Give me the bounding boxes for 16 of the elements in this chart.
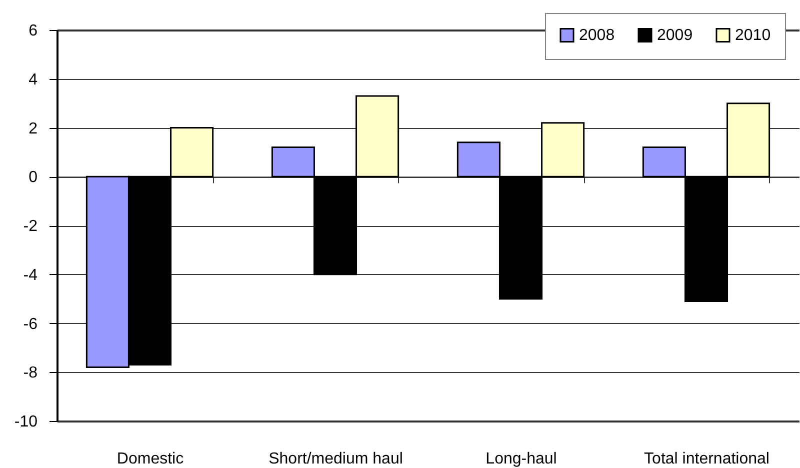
y-tick-label: 0 [28,169,38,186]
x-tick-label: Domestic [116,450,184,468]
legend-label: 2010 [735,27,771,44]
x-tick-label: Total international [644,450,770,468]
y-tick-label: -6 [23,316,38,333]
x-tick-label: Long-haul [486,450,557,468]
y-tick-label: -8 [23,364,38,382]
y-tick-label: 6 [28,22,38,40]
y-tick-label: -4 [23,266,38,284]
y-tick-label: 4 [28,71,38,88]
y-tick-label: -10 [14,414,38,430]
y-tick-label: 2 [28,120,38,138]
legend-label: 2009 [657,27,693,44]
x-tick-label: Short/medium haul [268,450,403,468]
y-tick-label: -2 [23,218,38,235]
legend-label: 2008 [579,27,615,44]
